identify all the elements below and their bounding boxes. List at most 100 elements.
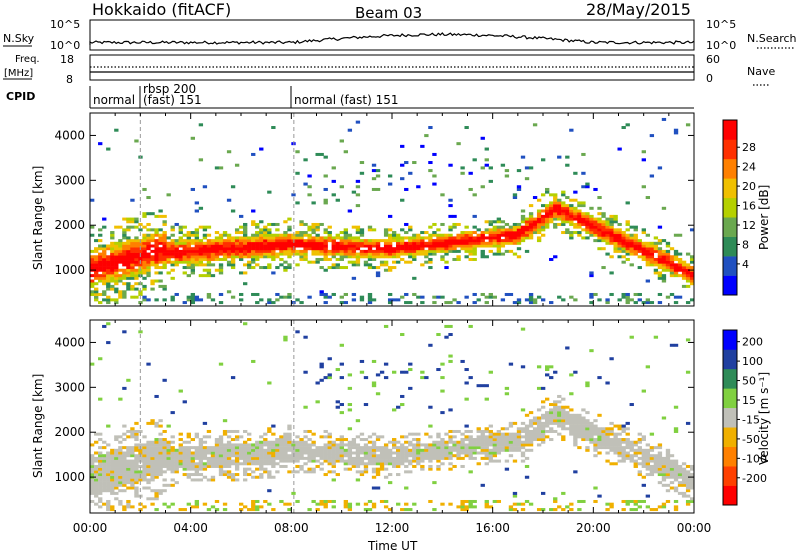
velocity-cell — [226, 464, 232, 468]
power-cell — [625, 295, 630, 299]
velocity-cell — [536, 424, 542, 428]
power-cell — [392, 252, 397, 256]
power-cell — [561, 222, 566, 226]
velocity-cell — [299, 464, 304, 468]
velocity-cell — [645, 473, 651, 477]
velocity-cell — [90, 456, 95, 460]
velocity-cell — [553, 497, 558, 501]
velocity-cell — [396, 459, 401, 463]
velocity-cell — [106, 454, 111, 458]
power-cell — [279, 295, 284, 299]
velocity-cell — [645, 365, 651, 369]
velocity-cell — [416, 456, 421, 460]
velocity-cell — [130, 446, 135, 450]
velocity-cell — [186, 446, 191, 450]
velocity-cell — [504, 432, 510, 436]
power-cell — [222, 241, 228, 245]
velocity-cell — [629, 499, 634, 503]
velocity-cell — [553, 405, 558, 409]
velocity-cell — [392, 464, 397, 468]
velocity-cell — [428, 435, 433, 439]
power-cell — [323, 198, 328, 202]
power-cell — [669, 247, 675, 251]
power-cell — [408, 241, 413, 245]
power-cell — [267, 247, 272, 251]
power-cell — [387, 214, 393, 218]
velocity-cell — [400, 403, 405, 407]
velocity-cell — [178, 443, 183, 447]
velocity-cell — [214, 456, 220, 460]
power-cell — [448, 244, 453, 248]
velocity-cell — [625, 432, 630, 436]
power-cell — [106, 287, 111, 291]
velocity-cell — [130, 432, 135, 436]
velocity-cell — [492, 435, 497, 439]
velocity-cell — [601, 446, 606, 450]
velocity-cell — [597, 446, 602, 450]
velocity-cell — [335, 446, 340, 450]
power-cell — [532, 231, 538, 235]
power-cell — [609, 225, 614, 229]
power-cell — [605, 217, 610, 221]
velocity-cell — [98, 499, 103, 503]
power-cell — [452, 225, 457, 229]
velocity-cell — [126, 446, 131, 450]
velocity-cell — [158, 467, 163, 471]
velocity-cell — [685, 486, 691, 490]
velocity-cell — [323, 473, 328, 477]
power-cell — [347, 244, 353, 248]
velocity-cell — [146, 464, 151, 468]
velocity-cell — [251, 456, 256, 460]
velocity-cell — [524, 456, 530, 460]
power-cell — [267, 263, 272, 267]
power-cell — [98, 142, 103, 146]
power-cell — [259, 233, 264, 237]
power-cell — [512, 196, 518, 200]
power-cell — [174, 249, 179, 253]
power-cell — [577, 209, 582, 213]
velocity-cell — [605, 451, 610, 455]
velocity-cell — [130, 483, 135, 487]
power-cell — [174, 247, 179, 251]
velocity-cell — [492, 432, 497, 436]
velocity-cell — [114, 454, 119, 458]
velocity-cell — [331, 440, 336, 444]
power-cell — [653, 260, 659, 264]
velocity-cell — [496, 459, 502, 463]
power-cell — [218, 252, 224, 256]
velocity-cell — [540, 400, 546, 404]
power-cell — [255, 257, 260, 261]
velocity-cell — [251, 359, 256, 363]
power-cell — [251, 152, 256, 156]
velocity-cell — [206, 462, 212, 466]
power-cell — [186, 239, 191, 243]
velocity-cell — [247, 467, 252, 471]
velocity-cell — [404, 448, 409, 452]
velocity-cell — [379, 464, 385, 468]
power-cell — [194, 252, 200, 256]
velocity-cell — [492, 451, 497, 455]
velocity-cell — [440, 376, 445, 380]
velocity-cell — [259, 440, 264, 444]
velocity-cell — [436, 467, 441, 471]
velocity-cell — [122, 386, 127, 390]
power-cell — [271, 244, 276, 248]
power-cell — [359, 228, 365, 232]
velocity-cell — [363, 462, 369, 466]
velocity-cell — [234, 464, 240, 468]
power-cell — [504, 169, 510, 173]
velocity-cell — [476, 451, 481, 455]
power-cell — [90, 282, 95, 286]
power-cell — [122, 295, 127, 299]
velocity-cell — [122, 438, 127, 442]
velocity-cell — [371, 462, 377, 466]
power-cell — [339, 266, 344, 270]
power-cell — [347, 239, 353, 243]
power-cell — [428, 260, 433, 264]
power-cell — [371, 257, 377, 261]
velocity-cell — [283, 454, 288, 458]
power-cell — [589, 274, 594, 278]
power-cell — [581, 220, 586, 224]
power-cell — [440, 193, 445, 197]
velocity-cell — [287, 435, 292, 439]
